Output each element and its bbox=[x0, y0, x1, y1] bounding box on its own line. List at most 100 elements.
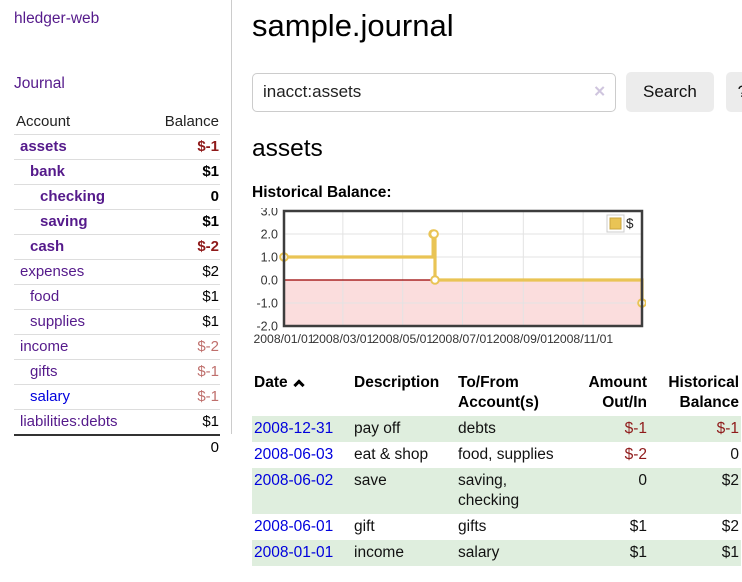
sidebar-item-journal[interactable]: Journal bbox=[14, 75, 65, 92]
account-balance: $-1 bbox=[146, 384, 220, 410]
svg-text:3.0: 3.0 bbox=[261, 208, 278, 219]
transaction-balance: $2 bbox=[721, 518, 739, 535]
register-header-date[interactable]: Date bbox=[252, 371, 352, 416]
account-row: gifts $-1 bbox=[14, 359, 220, 385]
svg-text:2008/03/01: 2008/03/01 bbox=[312, 332, 373, 346]
account-link[interactable]: checking bbox=[40, 188, 106, 205]
transaction-balance: $1 bbox=[721, 544, 739, 561]
account-row: supplies $1 bbox=[14, 309, 220, 335]
account-heading: assets bbox=[252, 135, 323, 162]
register-table: Date Description To/From Account(s) Amount Ou… bbox=[252, 371, 741, 566]
svg-text:-2.0: -2.0 bbox=[256, 320, 278, 334]
account-balance: 0 bbox=[146, 184, 220, 210]
svg-text:2008/11/01: 2008/11/01 bbox=[553, 332, 613, 346]
transaction-description: income bbox=[354, 544, 404, 561]
account-row: checking 0 bbox=[14, 184, 220, 210]
account-link[interactable]: salary bbox=[30, 388, 71, 405]
sidebar: hledger-web Journal Account Balance asse… bbox=[0, 0, 232, 460]
transaction-description: eat & shop bbox=[354, 446, 429, 463]
brand-link[interactable]: hledger-web bbox=[14, 10, 100, 27]
account-link[interactable]: income bbox=[20, 338, 69, 355]
transaction-accounts: gifts bbox=[458, 518, 487, 535]
register-header-description: Description bbox=[354, 374, 440, 391]
transaction-row: 2008-06-02 save saving, checking 0 $2 bbox=[252, 468, 741, 514]
transaction-date-link[interactable]: 2008-01-01 bbox=[254, 544, 334, 561]
account-link[interactable]: assets bbox=[20, 138, 67, 155]
transaction-accounts: debts bbox=[458, 420, 496, 437]
register-header-historical: Historical Balance bbox=[668, 374, 739, 411]
sort-ascending-icon bbox=[292, 379, 305, 391]
search-form: ✕ Search ? bbox=[252, 72, 742, 112]
account-row: salary $-1 bbox=[14, 384, 220, 410]
svg-text:1.0: 1.0 bbox=[261, 251, 278, 265]
transaction-balance: $2 bbox=[721, 472, 739, 489]
transaction-row: 2008-01-01 income salary $1 $1 bbox=[252, 540, 741, 566]
account-balance: $-2 bbox=[146, 234, 220, 260]
register-header-tofrom: To/From Account(s) bbox=[458, 374, 539, 411]
clear-search-icon[interactable]: ✕ bbox=[593, 83, 606, 101]
accounts-total-row: 0 bbox=[14, 434, 220, 460]
account-row: bank $1 bbox=[14, 159, 220, 185]
historical-balance-chart: $3.0 2.0 1.0 0.0 -1.0 -2.0 2008/01/01 2008/03/0… bbox=[252, 208, 742, 350]
transaction-description: save bbox=[354, 472, 387, 489]
account-balance: $2 bbox=[146, 259, 220, 285]
search-input[interactable] bbox=[252, 72, 616, 112]
help-button[interactable]: ? bbox=[725, 72, 742, 112]
account-balance: $-2 bbox=[146, 334, 220, 360]
accounts-header-row: Account Balance bbox=[14, 110, 220, 135]
chart-title: Historical Balance: bbox=[252, 184, 392, 201]
transaction-description: gift bbox=[354, 518, 375, 535]
transaction-amount: $1 bbox=[629, 544, 647, 561]
transaction-amount: $1 bbox=[629, 518, 647, 535]
transaction-amount: 0 bbox=[638, 472, 647, 489]
transaction-balance: $-1 bbox=[716, 420, 739, 437]
account-row: expenses $2 bbox=[14, 259, 220, 285]
transaction-balance: 0 bbox=[730, 446, 739, 463]
page-title: sample.journal bbox=[252, 8, 454, 43]
account-row: food $1 bbox=[14, 284, 220, 310]
transaction-date-link[interactable]: 2008-06-01 bbox=[254, 518, 334, 535]
account-link[interactable]: bank bbox=[30, 163, 66, 180]
account-link[interactable]: expenses bbox=[20, 263, 85, 280]
account-balance: $1 bbox=[146, 409, 220, 436]
account-balance: $1 bbox=[146, 159, 220, 185]
search-box: ✕ bbox=[252, 72, 616, 112]
account-link[interactable]: food bbox=[30, 288, 60, 305]
transaction-amount: $-2 bbox=[624, 446, 647, 463]
account-balance: $1 bbox=[146, 284, 220, 310]
svg-text:2008/09/01: 2008/09/01 bbox=[493, 332, 554, 346]
account-link[interactable]: saving bbox=[40, 213, 88, 230]
search-button[interactable]: Search bbox=[626, 72, 714, 112]
account-link[interactable]: liabilities:debts bbox=[20, 413, 118, 430]
transaction-description: pay off bbox=[354, 420, 401, 437]
svg-text:2008/07/01: 2008/07/01 bbox=[432, 332, 493, 346]
account-row: cash $-2 bbox=[14, 234, 220, 260]
accounts-header-account: Account bbox=[14, 110, 147, 135]
svg-text:-1.0: -1.0 bbox=[256, 297, 278, 311]
transaction-accounts: food, supplies bbox=[458, 446, 554, 463]
account-link[interactable]: supplies bbox=[30, 313, 86, 330]
register-header-amount: Amount Out/In bbox=[588, 374, 647, 411]
register-header-row: Date Description To/From Account(s) Amount Ou… bbox=[252, 371, 741, 416]
transaction-date-link[interactable]: 2008-06-02 bbox=[254, 472, 334, 489]
account-row: assets $-1 bbox=[14, 134, 220, 160]
transaction-date-link[interactable]: 2008-12-31 bbox=[254, 420, 334, 437]
accounts-header-balance: Balance bbox=[146, 110, 220, 135]
account-link[interactable]: gifts bbox=[30, 363, 58, 380]
accounts-table: Account Balance assets $-1 bank $1 checking 0… bbox=[14, 110, 220, 460]
accounts-tbody: assets $-1 bank $1 checking 0 saving $1 cash $-2 e… bbox=[14, 134, 220, 460]
svg-text:$: $ bbox=[626, 216, 634, 231]
svg-text:2008/01/01: 2008/01/01 bbox=[254, 332, 315, 346]
account-balance: $1 bbox=[146, 209, 220, 235]
svg-text:2.0: 2.0 bbox=[261, 228, 278, 242]
transaction-row: 2008-06-01 gift gifts $1 $2 bbox=[252, 514, 741, 540]
sidebar-nav: Journal bbox=[14, 75, 219, 93]
account-link[interactable]: cash bbox=[30, 238, 65, 255]
account-row: saving $1 bbox=[14, 209, 220, 235]
transaction-accounts: saving, checking bbox=[458, 472, 520, 509]
main-content: sample.journal ✕ Search ? assets Histori… bbox=[232, 0, 742, 566]
transaction-row: 2008-12-31 pay off debts $-1 $-1 bbox=[252, 416, 741, 442]
transaction-accounts: salary bbox=[458, 544, 500, 561]
transaction-date-link[interactable]: 2008-06-03 bbox=[254, 446, 334, 463]
account-balance: $1 bbox=[146, 309, 220, 335]
